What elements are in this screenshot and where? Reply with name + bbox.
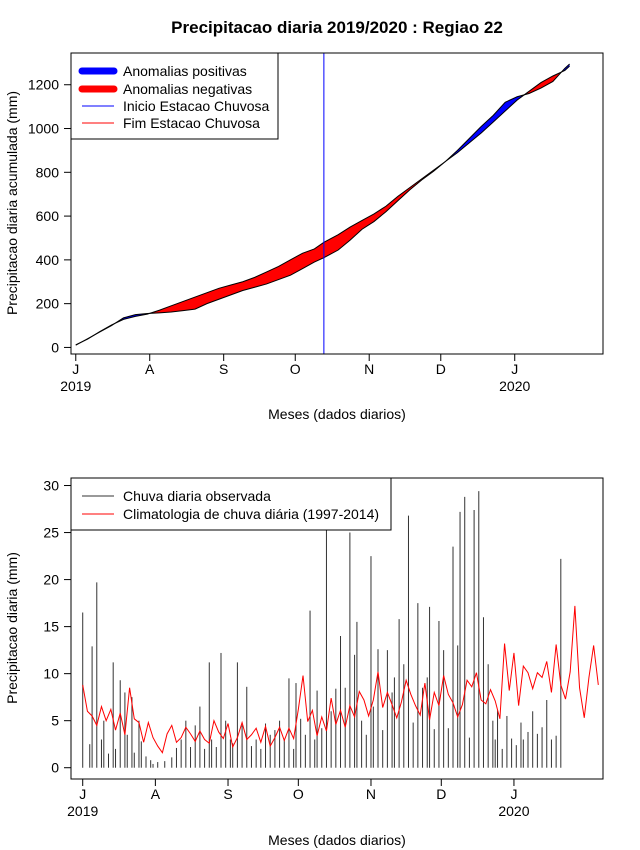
y-tick-label: 0: [51, 760, 59, 776]
legend: Chuva diaria observada Climatologia de c…: [70, 477, 392, 531]
x-tick-label-month: A: [151, 786, 161, 802]
x-tick-label-month: O: [290, 361, 301, 377]
negative-anomaly-area: [524, 70, 563, 95]
plot-frame: [70, 52, 604, 355]
x-tick-label-month: O: [293, 786, 304, 802]
x-tick-label-month: N: [364, 361, 374, 377]
legend: Anomalias positivas Anomalias negativas …: [70, 52, 279, 140]
legend-label-negative: Anomalias negativas: [123, 81, 252, 97]
legend-label-positive: Anomalias positivas: [123, 63, 247, 79]
daily-bars: [82, 491, 562, 768]
x-axis-label: Meses (dados diarios): [268, 406, 406, 422]
figure-title: Precipitacao diaria 2019/2020 : Regiao 2…: [171, 18, 503, 37]
legend-label-observed: Chuva diaria observada: [123, 488, 271, 504]
x-tick-label-month: J: [511, 361, 518, 377]
x-tick-label-month: A: [145, 361, 155, 377]
y-axis: 0 200 400 600 800 1000 1200: [28, 77, 71, 355]
x-tick-label-month: J: [510, 786, 517, 802]
legend-box: [70, 477, 392, 531]
x-tick-label-year: 2019: [67, 803, 98, 819]
y-tick-label: 1000: [28, 121, 59, 137]
y-tick-label: 15: [43, 619, 59, 635]
negative-anomaly-area: [149, 161, 446, 314]
y-tick-label: 0: [51, 339, 59, 355]
y-tick-label: 10: [43, 666, 59, 682]
y-tick-label: 30: [43, 478, 59, 494]
x-tick-label-month: D: [436, 786, 446, 802]
y-axis-label: Precipitacao diaria (mm): [4, 552, 20, 704]
y-tick-label: 400: [36, 252, 60, 268]
x-axis-label: Meses (dados diarios): [268, 832, 406, 848]
positive-anomaly-area: [444, 93, 526, 163]
y-axis: 0 5 10 15 20 25 30: [43, 478, 71, 776]
y-tick-label: 1200: [28, 77, 59, 93]
y-tick-label: 20: [43, 572, 59, 588]
x-tick-label-month: S: [223, 786, 232, 802]
climatology-line: [82, 605, 599, 754]
y-tick-label: 5: [51, 713, 59, 729]
y-tick-label: 200: [36, 296, 60, 312]
x-tick-label-year: 2019: [60, 378, 91, 394]
y-tick-label: 800: [36, 164, 60, 180]
climatology-daily-line: [82, 605, 599, 754]
x-tick-label-month: D: [436, 361, 446, 377]
x-tick-label-month: J: [72, 361, 79, 377]
x-tick-label-year: 2020: [498, 803, 529, 819]
x-tick-label-month: N: [366, 786, 376, 802]
legend-box: [70, 52, 279, 140]
legend-label-climatology: Climatologia de chuva diária (1997-2014): [123, 506, 379, 522]
legend-label-onset: Inicio Estacao Chuvosa: [123, 98, 270, 114]
legend-label-end: Fim Estacao Chuvosa: [123, 115, 260, 131]
x-tick-label-year: 2020: [499, 378, 530, 394]
x-tick-label-month: J: [79, 786, 86, 802]
y-tick-label: 600: [36, 208, 60, 224]
y-axis-label: Precipitacao diaria acumulada (mm): [4, 91, 20, 315]
x-tick-label-month: S: [219, 361, 228, 377]
cumulative-lines: [75, 53, 570, 354]
y-tick-label: 25: [43, 525, 59, 541]
